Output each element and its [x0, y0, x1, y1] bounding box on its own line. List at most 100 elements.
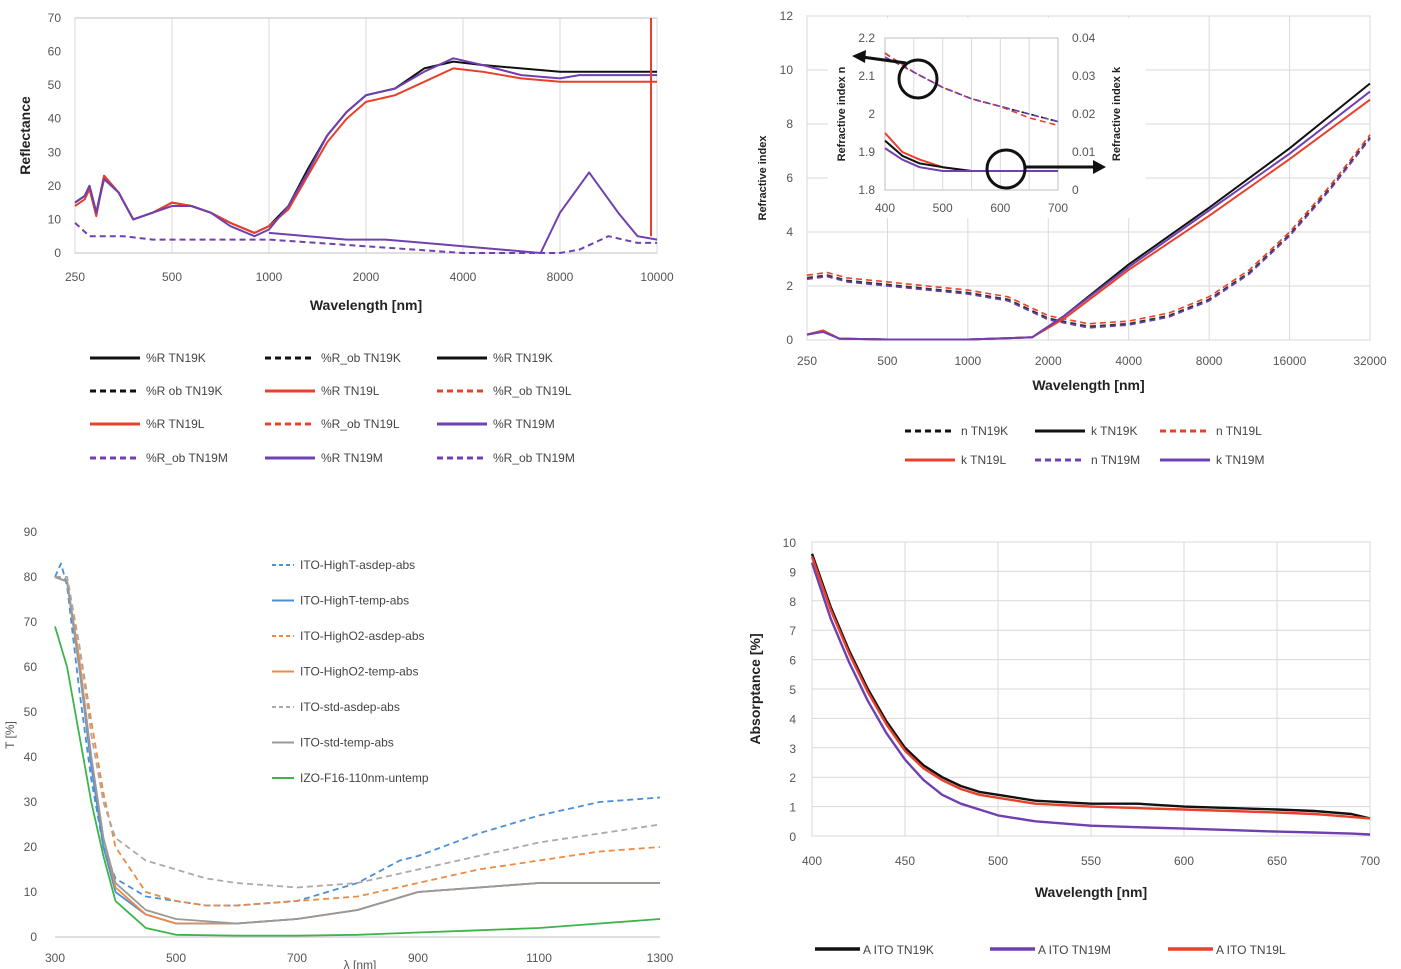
x-tick-label: 1000	[955, 354, 982, 368]
x-tick-label: 8000	[1196, 354, 1223, 368]
x-tick-label: 500	[166, 951, 186, 965]
refractive-index-chart: 250 500 1000 2000 4000 8000 16000 3200002468101…	[757, 9, 1387, 467]
y-tick-label: 0	[54, 246, 61, 260]
legend-item-label: n TN19M	[1091, 453, 1140, 467]
legend-item-label: %R TN19L	[146, 417, 205, 431]
legend-label: IZO-F16-110nm-untemp	[300, 771, 429, 785]
y-tick-label: 7	[789, 624, 796, 638]
x-tick-label: 500	[877, 354, 897, 368]
y-tick-label: 6	[786, 171, 793, 185]
x-tick-label: 1100	[526, 951, 552, 965]
legend-item-label: %R_ob TN19L	[321, 417, 400, 431]
x-tick-label: 500	[162, 270, 182, 284]
legend-item-label: %R TN19M	[493, 417, 555, 431]
inset-y-tick-left: 2.1	[858, 69, 875, 83]
legend-item-label: k TN19K	[1091, 424, 1137, 438]
y-tick-label: 9	[789, 565, 796, 579]
legend-item-label: k TN19L	[961, 453, 1006, 467]
x-tick-label: 16000	[1273, 354, 1307, 368]
transmittance-chart: 300 500 700 900 1100 1300 0 10 20 30 40 50 60 70 80 90 λ…	[3, 525, 674, 969]
y-tick-label: 60	[48, 45, 62, 59]
series-line	[806, 90, 1371, 341]
legend-label: ITO-std-asdep-abs	[300, 700, 400, 714]
y-tick-label: 40	[48, 112, 62, 126]
legend-item-label: %R TN19K	[146, 351, 206, 365]
y-axis-label: T [%]	[3, 721, 17, 749]
legend-label: ITO-HighO2-temp-abs	[300, 665, 418, 679]
series-line-n	[806, 138, 1371, 329]
y-tick-label: 5	[789, 683, 796, 697]
arrow-line-n	[861, 55, 907, 65]
y-tick-label: 2	[786, 279, 793, 293]
x-tick-label: 2000	[353, 270, 380, 284]
x-axis-label: Wavelength [nm]	[310, 297, 422, 313]
inset-x-tick: 400	[875, 201, 895, 215]
x-tick-label: 250	[797, 354, 817, 368]
inset-y-tick-left: 2	[868, 107, 875, 121]
y-tick-label: 4	[789, 712, 796, 726]
legend-label: ITO-HighT-temp-abs	[300, 594, 409, 608]
legend-label: A ITO TN19L	[1216, 943, 1286, 957]
inset-x-tick: 600	[990, 201, 1010, 215]
y-tick-label: 0	[30, 930, 37, 944]
y-tick-label: 50	[48, 78, 62, 92]
x-tick-label: 32000	[1353, 354, 1387, 368]
y-tick-label: 70	[24, 615, 38, 629]
inset-chart: 400 500 600 700 1.8 1.9 2 2.1 2.2 0 0.01 0.02 0.03 0.…	[828, 18, 1146, 218]
y-tick-label: 6	[789, 654, 796, 668]
reflectance-chart: 250 500 1000 2000 4000 8000 10000 0 10 20 30 40 50 60…	[17, 11, 674, 465]
inset-y-tick-left: 1.8	[858, 183, 875, 197]
y-axis-label: Reflectance	[17, 96, 33, 175]
x-tick-label: 250	[65, 270, 85, 284]
legend-item-label: %R_ob TN19K	[321, 351, 401, 365]
series-line	[54, 562, 661, 907]
x-tick-label: 450	[895, 854, 915, 868]
legend-item-label: %R_ob TN19L	[493, 384, 572, 398]
inset-y-tick-left: 1.9	[858, 145, 875, 159]
legend-label: ITO-HighO2-asdep-abs	[300, 629, 425, 643]
x-tick-label: 8000	[547, 270, 574, 284]
series-line	[74, 57, 657, 238]
y-tick-label: 0	[786, 333, 793, 347]
arrow-head-n	[852, 50, 866, 63]
y-tick-label: 40	[24, 750, 38, 764]
legend-item-label: n TN19K	[961, 424, 1008, 438]
x-axis-label: λ [nm]	[344, 958, 377, 969]
inset-x-tick: 700	[1048, 201, 1068, 215]
y-tick-label: 0	[789, 830, 796, 844]
y-tick-label: 10	[48, 212, 62, 226]
y-tick-label: 10	[24, 885, 38, 899]
x-tick-label: 10000	[640, 270, 674, 284]
x-tick-label: 500	[988, 854, 1008, 868]
legend-item-label: k TN19M	[1216, 453, 1264, 467]
legend-item-label: %R TN19M	[321, 451, 383, 465]
x-tick-label: 300	[45, 951, 65, 965]
y-tick-label: 50	[24, 705, 38, 719]
legend-item-label: %R_ob TN19M	[493, 451, 575, 465]
x-tick-label: 900	[408, 951, 428, 965]
y-tick-label: 20	[48, 179, 62, 193]
inset-x-tick: 500	[933, 201, 953, 215]
series-line	[55, 576, 661, 907]
inset-y-tick-right: 0.04	[1072, 31, 1096, 45]
x-tick-label: 4000	[450, 270, 477, 284]
series-line	[810, 553, 1371, 820]
x-axis-label: Wavelength [nm]	[1032, 377, 1144, 393]
x-tick-label: 550	[1081, 854, 1101, 868]
y-tick-label: 30	[48, 145, 62, 159]
inset-y-tick-right: 0.03	[1072, 69, 1096, 83]
x-tick-label: 1000	[256, 270, 283, 284]
y-tick-label: 1	[789, 801, 796, 815]
arrow-head-k	[1093, 160, 1106, 174]
y-tick-label: 10	[783, 536, 797, 550]
x-axis-label: Wavelength [nm]	[1035, 884, 1147, 900]
y-tick-label: 90	[24, 525, 38, 539]
series-line	[54, 576, 660, 925]
highlight-circle-n	[897, 58, 939, 100]
legend-item-label: %R TN19K	[493, 351, 553, 365]
x-tick-label: 400	[802, 854, 822, 868]
legend-label: A ITO TN19M	[1038, 943, 1111, 957]
legend-label: ITO-HighT-asdep-abs	[300, 558, 415, 572]
x-tick-label: 1300	[647, 951, 674, 965]
legend-label: ITO-std-temp-abs	[300, 736, 394, 750]
